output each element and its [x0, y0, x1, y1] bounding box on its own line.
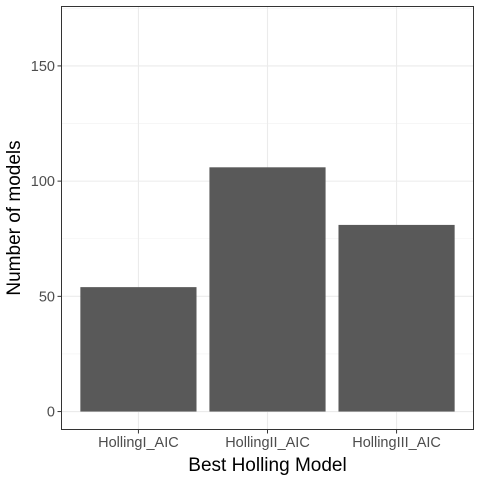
y-tick-label: 50 — [39, 289, 55, 305]
y-axis-title: Number of models — [4, 140, 25, 295]
x-tick-label: HollingI_AIC — [98, 435, 179, 451]
x-tick-label: HollingII_AIC — [225, 435, 310, 451]
bar-hollingi-aic — [80, 287, 197, 412]
bar-hollingiii-aic — [338, 224, 455, 412]
y-tick-label: 0 — [47, 405, 55, 421]
y-tick-label: 100 — [31, 174, 55, 190]
y-tick-label: 150 — [31, 59, 55, 75]
bars — [80, 167, 455, 412]
y-axis-ticks: 0 50 100 150 — [31, 59, 61, 421]
bar-hollingii-aic — [209, 167, 326, 412]
x-axis-ticks: HollingI_AIC HollingII_AIC HollingIII_AIC — [98, 430, 441, 451]
x-tick-label: HollingIII_AIC — [352, 435, 441, 451]
x-axis-title: Best Holling Model — [188, 455, 346, 476]
panel-border — [61, 6, 474, 430]
